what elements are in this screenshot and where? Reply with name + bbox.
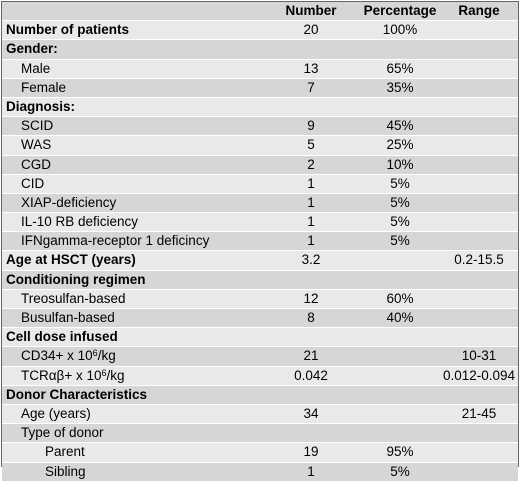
header-percentage: Percentage	[363, 3, 437, 18]
row-range: 10-31	[461, 348, 497, 364]
table-section-row: Cell dose infused	[2, 327, 518, 347]
row-label: Age at HSCT (years)	[6, 252, 136, 268]
row-number: 34	[303, 405, 319, 421]
row-number: 7	[307, 79, 315, 95]
row-percentage: 40%	[386, 310, 414, 325]
row-label: Female	[21, 79, 67, 95]
table-section-row: Diagnosis:	[2, 96, 518, 117]
table-row: CID 1 5%	[2, 173, 518, 193]
label-unit: /kg	[106, 367, 125, 383]
row-label: Sibling	[45, 463, 86, 479]
row-number: 1	[307, 194, 315, 210]
row-range: 0.012-0.094	[442, 367, 516, 383]
row-percentage: 45%	[386, 118, 414, 134]
row-label: TCRαβ+ x 106/kg	[6, 367, 125, 385]
section-label: Cell dose infused	[6, 329, 118, 345]
row-percentage: 10%	[386, 156, 414, 172]
table-row: IL-10 RB deficiency 1 5%	[2, 212, 518, 232]
row-label: Parent	[45, 444, 85, 460]
table-row: Parent 19 95%	[2, 442, 518, 462]
table-row: Number of patients 20 100%	[2, 20, 518, 40]
row-label: CD34+ x 106/kg	[6, 347, 116, 365]
row-label: Number of patients	[6, 22, 130, 38]
row-label: IL-10 RB deficiency	[21, 214, 139, 230]
table-section-row: Gender:	[2, 39, 518, 59]
table-row: XIAP-deficiency 1 5%	[2, 192, 518, 213]
table-row: Female 7 35%	[2, 77, 518, 97]
row-percentage: 5%	[390, 463, 410, 479]
row-label: Busulfan-based	[21, 310, 115, 325]
row-number: 20	[303, 22, 319, 38]
table-section-row: Conditioning regimen	[2, 269, 518, 289]
label-superscript: 6	[101, 367, 107, 378]
table-row: Treosulfan-based 12 60%	[2, 288, 518, 308]
row-label: CGD	[21, 156, 51, 172]
table-row: TCRαβ+ x 106/kg 0.042 0.012-0.094	[2, 365, 518, 385]
row-label: CID	[21, 175, 45, 191]
row-number: 0.042	[294, 367, 328, 383]
row-label: XIAP-deficiency	[21, 194, 117, 210]
row-number: 21	[303, 348, 319, 364]
row-number: 1	[307, 214, 315, 230]
row-number: 5	[307, 137, 315, 153]
row-percentage: 65%	[386, 60, 414, 76]
table-section-row: Donor Characteristics	[2, 384, 518, 404]
row-label: Male	[21, 60, 51, 76]
table-row: Type of donor	[2, 423, 518, 443]
row-percentage: 5%	[390, 175, 410, 191]
table-row: Sibling 1 5%	[2, 461, 518, 481]
row-number: 1	[307, 463, 315, 479]
table-row: CGD 2 10%	[2, 154, 518, 174]
table-row: Busulfan-based 8 40%	[2, 308, 518, 328]
table-row: Age at HSCT (years) 3.2 0.2-15.5	[2, 250, 518, 270]
label-text: TCRαβ+ x 10	[21, 367, 102, 383]
row-percentage: 60%	[386, 290, 414, 306]
header-number: Number	[285, 3, 337, 18]
label-unit: /kg	[97, 348, 116, 364]
section-label: Gender:	[6, 41, 58, 57]
table-row: CD34+ x 106/kg 21 10-31	[2, 346, 518, 366]
row-percentage: 100%	[382, 22, 418, 38]
section-label: Donor Characteristics	[6, 386, 148, 402]
row-percentage: 5%	[390, 233, 410, 249]
row-number: 2	[307, 156, 315, 172]
row-percentage: 5%	[390, 214, 410, 230]
table-row: SCID 9 45%	[2, 116, 518, 136]
row-percentage: 5%	[390, 194, 410, 210]
row-percentage: 35%	[386, 79, 414, 95]
row-number: 1	[307, 233, 315, 249]
row-label: WAS	[21, 137, 52, 153]
row-number: 3.2	[301, 252, 321, 268]
row-label: Treosulfan-based	[21, 290, 126, 306]
row-label: SCID	[21, 118, 54, 134]
row-number: 9	[307, 118, 315, 134]
section-label: Conditioning regimen	[6, 271, 146, 287]
table-row: IFNgamma-receptor 1 deficincy 1 5%	[2, 231, 518, 251]
header-range: Range	[458, 3, 500, 18]
row-label: Type of donor	[21, 425, 104, 441]
table-row: Age (years) 34 21-45	[2, 403, 518, 424]
label-superscript: 6	[92, 348, 98, 359]
label-text: CD34+ x 10	[21, 348, 93, 364]
row-number: 12	[303, 290, 319, 306]
row-number: 8	[307, 310, 315, 325]
section-label: Diagnosis:	[6, 98, 76, 114]
row-number: 19	[303, 444, 319, 460]
row-range: 21-45	[461, 405, 497, 421]
table-header-row: Number Percentage Range	[2, 2, 518, 21]
row-percentage: 95%	[386, 444, 414, 460]
row-number: 13	[303, 60, 319, 76]
row-number: 1	[307, 175, 315, 191]
row-label: Age (years)	[21, 405, 91, 421]
row-percentage: 25%	[386, 137, 414, 153]
row-range: 0.2-15.5	[454, 252, 504, 268]
table-row: Male 13 65%	[2, 58, 518, 78]
table-row: WAS 5 25%	[2, 135, 518, 155]
row-label: IFNgamma-receptor 1 deficincy	[21, 233, 210, 249]
